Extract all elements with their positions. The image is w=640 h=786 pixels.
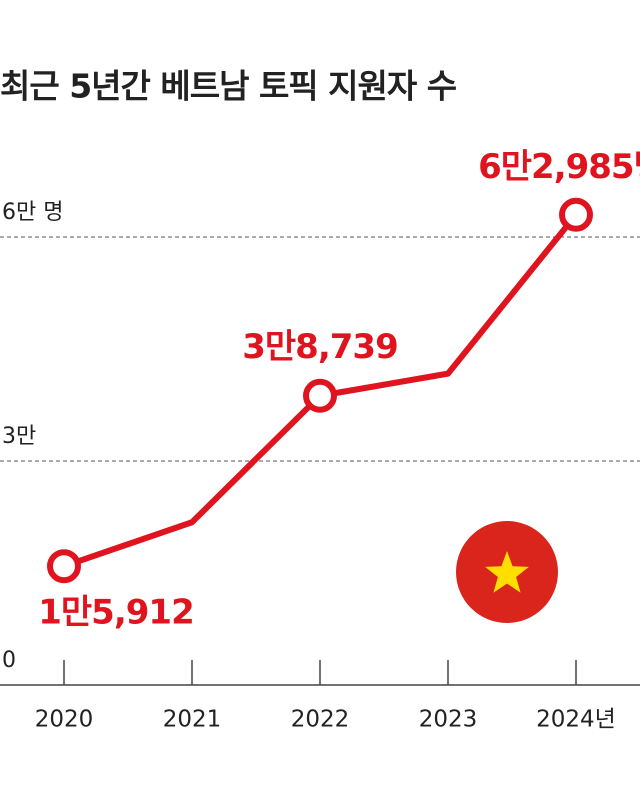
marker (559, 197, 593, 232)
marker (303, 378, 337, 413)
value-label: 6만2,985명 (478, 147, 640, 187)
x-tick-label: 2024년 (536, 707, 616, 733)
vietnam-flag (456, 521, 558, 623)
value-label: 3만8,739 (242, 327, 397, 367)
value-label: 1만5,912 (38, 593, 193, 633)
y-tick-label: 6만 명 (2, 200, 63, 225)
y-tick-label: 0 (2, 648, 16, 673)
marker (47, 549, 81, 584)
x-tick-label: 2023 (419, 707, 478, 733)
y-tick-label: 3만 (2, 424, 36, 449)
chart-title: 최근 5년간 베트남 토픽 지원자 수 (0, 67, 457, 106)
x-tick-label: 2021 (163, 707, 222, 733)
x-tick-label: 2020 (35, 707, 94, 733)
x-tick-label: 2022 (291, 707, 350, 733)
